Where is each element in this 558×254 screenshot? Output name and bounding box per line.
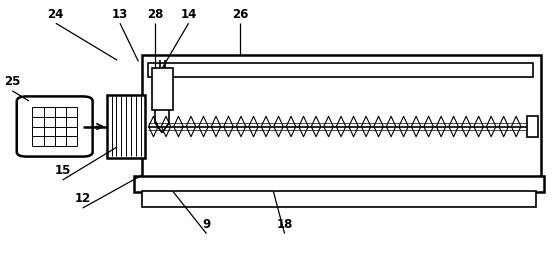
Text: 28: 28 <box>147 8 163 20</box>
Bar <box>107 95 145 159</box>
Text: 25: 25 <box>4 75 21 88</box>
Bar <box>148 64 533 77</box>
Text: 9: 9 <box>203 217 210 230</box>
Text: 18: 18 <box>276 217 293 230</box>
Bar <box>527 117 538 137</box>
Text: 13: 13 <box>112 8 128 20</box>
Text: 14: 14 <box>180 8 197 20</box>
Bar <box>134 176 544 192</box>
Text: 12: 12 <box>74 192 91 204</box>
Text: 24: 24 <box>47 8 64 20</box>
Bar <box>152 69 173 110</box>
Text: 15: 15 <box>54 164 71 177</box>
Bar <box>142 191 536 208</box>
Text: 26: 26 <box>232 8 248 20</box>
Bar <box>142 56 541 178</box>
FancyBboxPatch shape <box>17 97 93 157</box>
